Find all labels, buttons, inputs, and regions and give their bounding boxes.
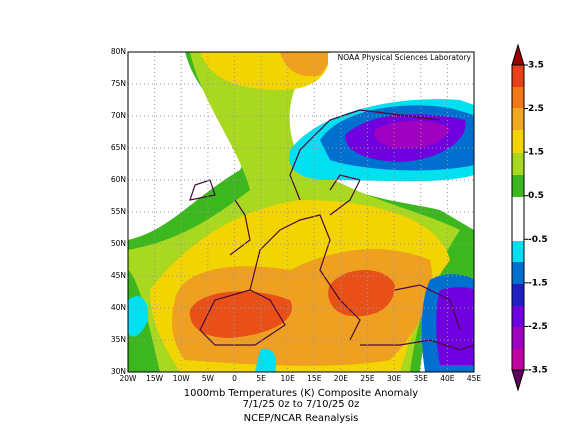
lat-label: 75N — [111, 79, 126, 88]
lon-label: 10W — [173, 374, 191, 383]
colorbar-label: 3.5 — [528, 61, 544, 71]
lon-label: 20W — [120, 374, 138, 383]
caption-source: NCEP/NCAR Reanalysis — [244, 413, 359, 424]
lat-label: 60N — [111, 175, 126, 184]
lon-label: 45E — [467, 374, 482, 383]
colorbar-label: -1.5 — [528, 278, 548, 288]
lat-label: 80N — [111, 47, 126, 56]
colorbar — [511, 43, 525, 392]
credit: NOAA Physical Sciences Laboratory — [338, 53, 472, 62]
lat-label: 65N — [111, 143, 126, 152]
lat-label: 35N — [111, 335, 126, 344]
caption-title: 1000mb Temperatures (K) Composite Anomal… — [184, 388, 418, 399]
colorbar-label: -2.5 — [528, 322, 548, 332]
lon-label: 10E — [281, 374, 296, 383]
lon-label: 35E — [414, 374, 429, 383]
lon-label: 30E — [387, 374, 402, 383]
colorbar-label: 0.5 — [528, 191, 544, 201]
lat-label: 55N — [111, 207, 126, 216]
colorbar-label: -0.5 — [528, 235, 548, 245]
credit-box — [328, 53, 473, 63]
lon-label: 5E — [256, 374, 266, 383]
colorbar-label: -3.5 — [528, 366, 548, 376]
colorbar-label: 2.5 — [528, 104, 544, 114]
lon-label: 40E — [440, 374, 455, 383]
lat-label: 50N — [111, 239, 126, 248]
lon-label: 25E — [360, 374, 375, 383]
lat-label: 45N — [111, 271, 126, 280]
map-frame — [127, 51, 475, 373]
lat-label: 70N — [111, 111, 126, 120]
lat-label: 40N — [111, 303, 126, 312]
caption-dates: 7/1/25 0z to 7/10/25 0z — [243, 399, 360, 410]
lon-label: 5W — [202, 374, 215, 383]
colorbar-label: 1.5 — [528, 148, 544, 158]
lon-label: 15W — [146, 374, 164, 383]
lon-label: 15E — [307, 374, 322, 383]
lon-label: 0 — [232, 374, 237, 383]
lon-label: 20E — [334, 374, 349, 383]
lat-label: 30N — [111, 367, 126, 376]
